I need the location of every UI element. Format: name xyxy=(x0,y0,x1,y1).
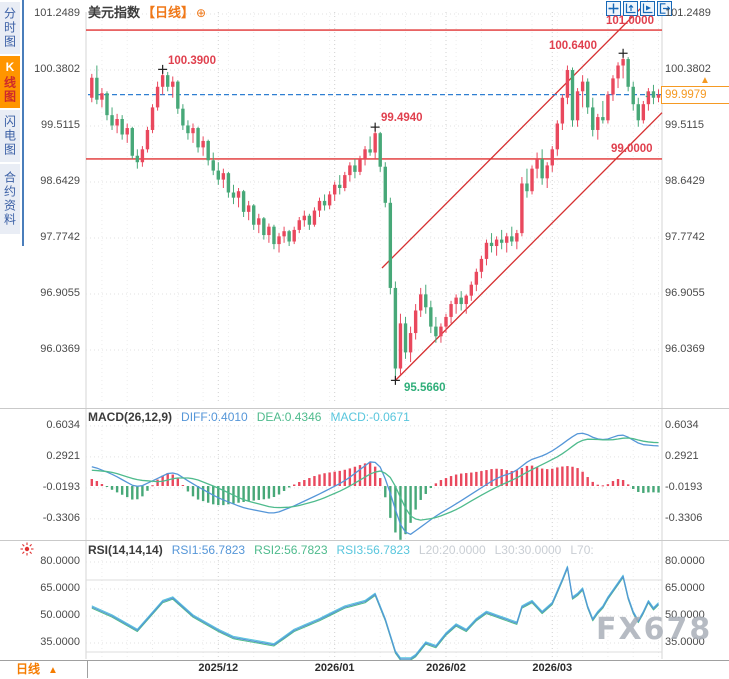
panel-separator xyxy=(0,540,729,541)
price-direction-arrow-icon: ↓ xyxy=(644,89,649,100)
y-axis-label: 99.5115 xyxy=(41,119,80,131)
macd-dea-value: DEA:0.4346 xyxy=(256,410,322,424)
sidebar-tab-flash-chart[interactable]: 闪电图 xyxy=(0,110,20,164)
circle-plus-icon[interactable]: ⊕ xyxy=(196,6,207,20)
bottom-axis-bar xyxy=(0,660,729,679)
chart-up-icon[interactable] xyxy=(623,1,638,16)
tab-label-head: K xyxy=(3,60,17,76)
y-axis-label: 96.0369 xyxy=(665,343,705,356)
rsi-axis-label: 80.0000 xyxy=(40,555,80,567)
rsi-header: RSI(14,14,14) RSI1:56.7823 RSI2:56.7823 RSI… xyxy=(88,543,594,557)
annotation-low-95-56: 95.5660 xyxy=(404,382,446,394)
macd-hist-value: MACD:-0.0671 xyxy=(330,410,410,424)
y-axis-label: 100.3802 xyxy=(665,63,711,75)
level-label-101: 101.0000 xyxy=(606,15,654,27)
chart-title: 美元指数 【日线】 ⊕ xyxy=(88,2,206,21)
chart-toolbar xyxy=(606,1,672,16)
macd-axis-label: 0.2921 xyxy=(665,449,699,462)
y-axis-label: 96.0369 xyxy=(40,343,80,356)
x-axis-label: 2026/03 xyxy=(532,662,573,674)
x-axis-label: 2025/12 xyxy=(198,662,239,674)
period-tab-daily[interactable]: 日线 ▲ xyxy=(0,661,88,678)
sidebar-tab-contract-info[interactable]: 合约资料 xyxy=(0,164,20,236)
macd-header: MACD(26,12,9) DIFF:0.4010 DEA:0.4346 MACD:-… xyxy=(88,410,410,424)
macd-name: MACD(26,12,9) xyxy=(88,410,173,424)
y-axis-label: 97.7742 xyxy=(665,231,705,243)
macd-axis-label: 0.2921 xyxy=(46,449,80,462)
last-price-badge: 99.9979 xyxy=(661,86,729,104)
annotation-high-99-49: 99.4940 xyxy=(381,112,423,124)
l70-value: L70: xyxy=(570,543,594,557)
price-up-arrow-icon: ▲ xyxy=(700,75,710,86)
y-axis-label: 100.3802 xyxy=(34,63,80,75)
rsi-axis-label: 65.0000 xyxy=(40,582,80,594)
l30-value: L30:30.0000 xyxy=(494,543,562,557)
rsi-axis-label: 50.0000 xyxy=(40,609,80,621)
macd-diff-value: DIFF:0.4010 xyxy=(181,410,248,424)
level-label-99: 99.0000 xyxy=(611,143,653,155)
x-axis-label: 2026/02 xyxy=(426,662,466,674)
rsi-name: RSI(14,14,14) xyxy=(88,543,163,557)
y-axis-label: 96.9055 xyxy=(665,287,705,300)
y-axis-label: 101.2489 xyxy=(665,7,711,19)
macd-axis-label: -0.0193 xyxy=(42,480,80,493)
rsi2-value: RSI2:56.7823 xyxy=(254,543,328,557)
chevron-up-icon: ▲ xyxy=(48,665,58,676)
y-axis-label: 98.6429 xyxy=(40,175,80,187)
exit-icon[interactable] xyxy=(657,1,672,16)
rsi-axis-label: 35.0000 xyxy=(40,636,80,648)
y-axis-label: 101.2489 xyxy=(34,7,80,19)
annotation-high-100-39: 100.3900 xyxy=(168,55,216,67)
macd-axis-label: -0.0193 xyxy=(665,480,703,493)
tab-label-tail: 线图 xyxy=(2,76,17,104)
crosshair-icon[interactable] xyxy=(606,1,621,16)
macd-axis-label: -0.3306 xyxy=(42,511,80,524)
macd-axis-label: 0.6034 xyxy=(665,418,699,431)
macd-axis-label: 0.6034 xyxy=(46,418,80,431)
y-axis-label: 99.5115 xyxy=(665,119,704,131)
rsi-axis-label: 35.0000 xyxy=(665,636,705,648)
flash-indicator-icon[interactable] xyxy=(20,542,34,561)
annotation-high-100-64: 100.6400 xyxy=(549,40,597,52)
rsi-axis-label: 80.0000 xyxy=(665,555,705,567)
rsi3-value: RSI3:56.7823 xyxy=(336,543,410,557)
rsi1-value: RSI1:56.7823 xyxy=(171,543,246,557)
watermark: FX678 xyxy=(596,612,713,647)
rsi-axis-label: 65.0000 xyxy=(665,582,705,594)
sidebar-tab-kline-chart[interactable]: K 线图 xyxy=(0,56,20,110)
period-tab-label: 日线 xyxy=(16,662,41,676)
panel-separator xyxy=(0,408,729,409)
period-label: 【日线】 xyxy=(142,5,195,20)
chart-play-icon[interactable] xyxy=(640,1,655,16)
l20-value: L20:20.0000 xyxy=(418,543,486,557)
sidebar-tab-time-chart[interactable]: 分时图 xyxy=(0,2,20,56)
y-axis-label: 96.9055 xyxy=(40,287,80,300)
rsi-axis-label: 50.0000 xyxy=(665,609,705,621)
sidebar: 分时图 K 线图 闪电图 合约资料 xyxy=(0,0,24,246)
y-axis-label: 97.7742 xyxy=(40,231,80,243)
x-axis-label: 2026/01 xyxy=(314,662,355,674)
y-axis-label: 98.6429 xyxy=(665,175,705,187)
symbol-name: 美元指数 xyxy=(88,5,141,20)
macd-axis-label: -0.3306 xyxy=(665,511,703,524)
